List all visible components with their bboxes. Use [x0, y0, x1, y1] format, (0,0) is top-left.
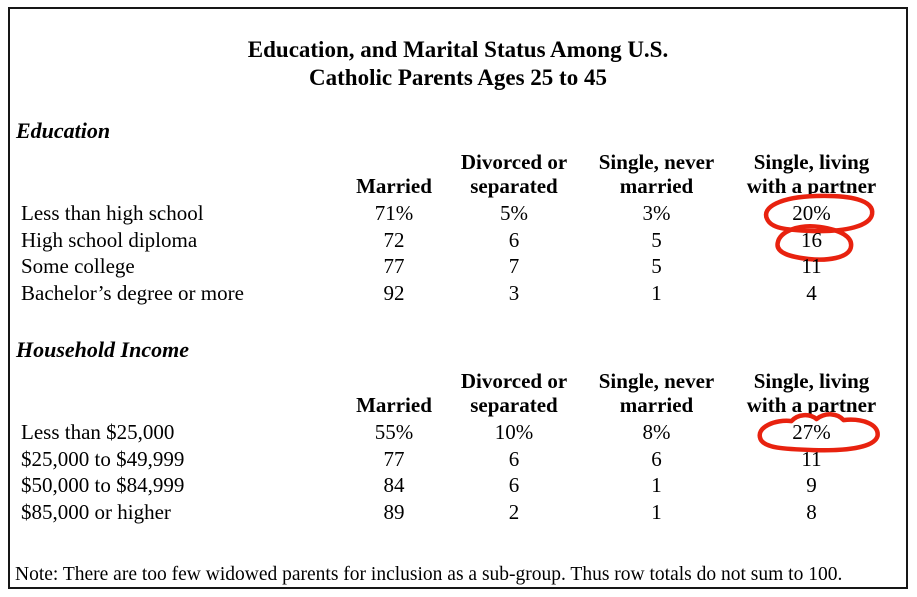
- table-cell: 9: [806, 473, 817, 497]
- table-cell: 1: [651, 473, 662, 497]
- section-heading-education: Education: [16, 118, 111, 143]
- table-cell: 7: [508, 254, 520, 278]
- table-cell: 6: [651, 446, 662, 471]
- column-header-single-partner: Single, living with a partner: [746, 369, 877, 417]
- footnote: Note: There are too few widowed parents …: [15, 564, 843, 585]
- education-table: Married Divorced or separated Single, ne…: [14, 148, 894, 306]
- table-cell: 11: [801, 446, 822, 471]
- table-row: $85,000 or higher 89 2 1 8: [14, 499, 894, 526]
- row-label: Some college: [21, 254, 135, 278]
- table-cell: 84: [383, 473, 405, 497]
- household-income-table: Married Divorced or separated Single, ne…: [14, 367, 894, 525]
- table-cell: 11: [801, 254, 822, 278]
- table-cell: 77: [383, 254, 405, 278]
- table-cell: 5%: [500, 201, 528, 225]
- row-label: $25,000 to $49,999: [21, 446, 185, 471]
- table-cell-circled: 16: [729, 223, 894, 262]
- table-cell: 6: [508, 473, 520, 497]
- table-cell: 4: [806, 280, 817, 305]
- document-frame: Education, and Marital Status Among U.S.…: [8, 7, 908, 589]
- row-label: Bachelor’s degree or more: [21, 280, 244, 305]
- page-title: Education, and Marital Status Among U.S.…: [10, 36, 906, 92]
- table-cell: 1: [651, 499, 662, 524]
- empty-header-cell: [14, 367, 344, 419]
- table-cell: 55%: [374, 420, 414, 444]
- row-label: High school diploma: [21, 227, 198, 252]
- table-cell: 77: [383, 446, 405, 471]
- table-cell: 2: [508, 499, 520, 524]
- table-row: Bachelor’s degree or more 92 3 1 4: [14, 280, 894, 307]
- column-header-married: Married: [356, 393, 432, 417]
- column-header-married: Married: [356, 174, 432, 198]
- row-label: Less than $25,000: [21, 420, 175, 444]
- section-heading-household-income: Household Income: [16, 337, 189, 362]
- table-cell: 5: [651, 254, 662, 278]
- table-cell: 6: [508, 446, 520, 471]
- table-row: Less than $25,000 55% 10% 8% 27%: [14, 412, 894, 453]
- table-cell: 5: [651, 227, 662, 252]
- cell-value: 27%: [792, 420, 831, 444]
- education-header-row: Married Divorced or separated Single, ne…: [14, 148, 894, 200]
- table-cell: 92: [383, 280, 405, 305]
- table-cell: 8: [806, 499, 817, 524]
- page-title-line2: Catholic Parents Ages 25 to 45: [309, 65, 607, 90]
- cell-value: 16: [801, 227, 822, 252]
- table-cell: 6: [508, 227, 520, 252]
- table-cell: 89: [383, 499, 405, 524]
- table-cell: 3%: [642, 201, 671, 225]
- income-header-row: Married Divorced or separated Single, ne…: [14, 367, 894, 419]
- table-cell: 1: [651, 280, 662, 305]
- table-cell: 3: [508, 280, 520, 305]
- row-label: Less than high school: [21, 201, 204, 225]
- page-title-line1: Education, and Marital Status Among U.S.: [247, 37, 669, 62]
- table-cell: 10%: [494, 420, 534, 444]
- table-cell: 8%: [642, 420, 671, 444]
- empty-header-cell: [14, 148, 344, 200]
- table-row: $50,000 to $84,999 84 6 1 9: [14, 472, 894, 499]
- table-cell: 71%: [374, 201, 414, 225]
- row-label: $50,000 to $84,999: [21, 473, 185, 497]
- row-label: $85,000 or higher: [21, 499, 171, 524]
- column-header-single-never: Single, never married: [598, 369, 715, 417]
- table-cell-circled: 27%: [729, 412, 894, 453]
- table-row: $25,000 to $49,999 77 6 6 11: [14, 446, 894, 473]
- column-header-single-partner: Single, living with a partner: [746, 150, 877, 198]
- table-row: Less than high school 71% 5% 3% 20%: [14, 193, 894, 234]
- table-row: Some college 77 7 5 11: [14, 253, 894, 280]
- table-row: High school diploma 72 6 5 16: [14, 223, 894, 262]
- cell-value: 20%: [792, 201, 831, 225]
- column-header-divorced: Divorced or separated: [460, 150, 568, 198]
- table-cell: 72: [383, 227, 405, 252]
- column-header-single-never: Single, never married: [598, 150, 715, 198]
- table-cell-circled: 20%: [729, 193, 894, 234]
- column-header-divorced: Divorced or separated: [460, 369, 568, 417]
